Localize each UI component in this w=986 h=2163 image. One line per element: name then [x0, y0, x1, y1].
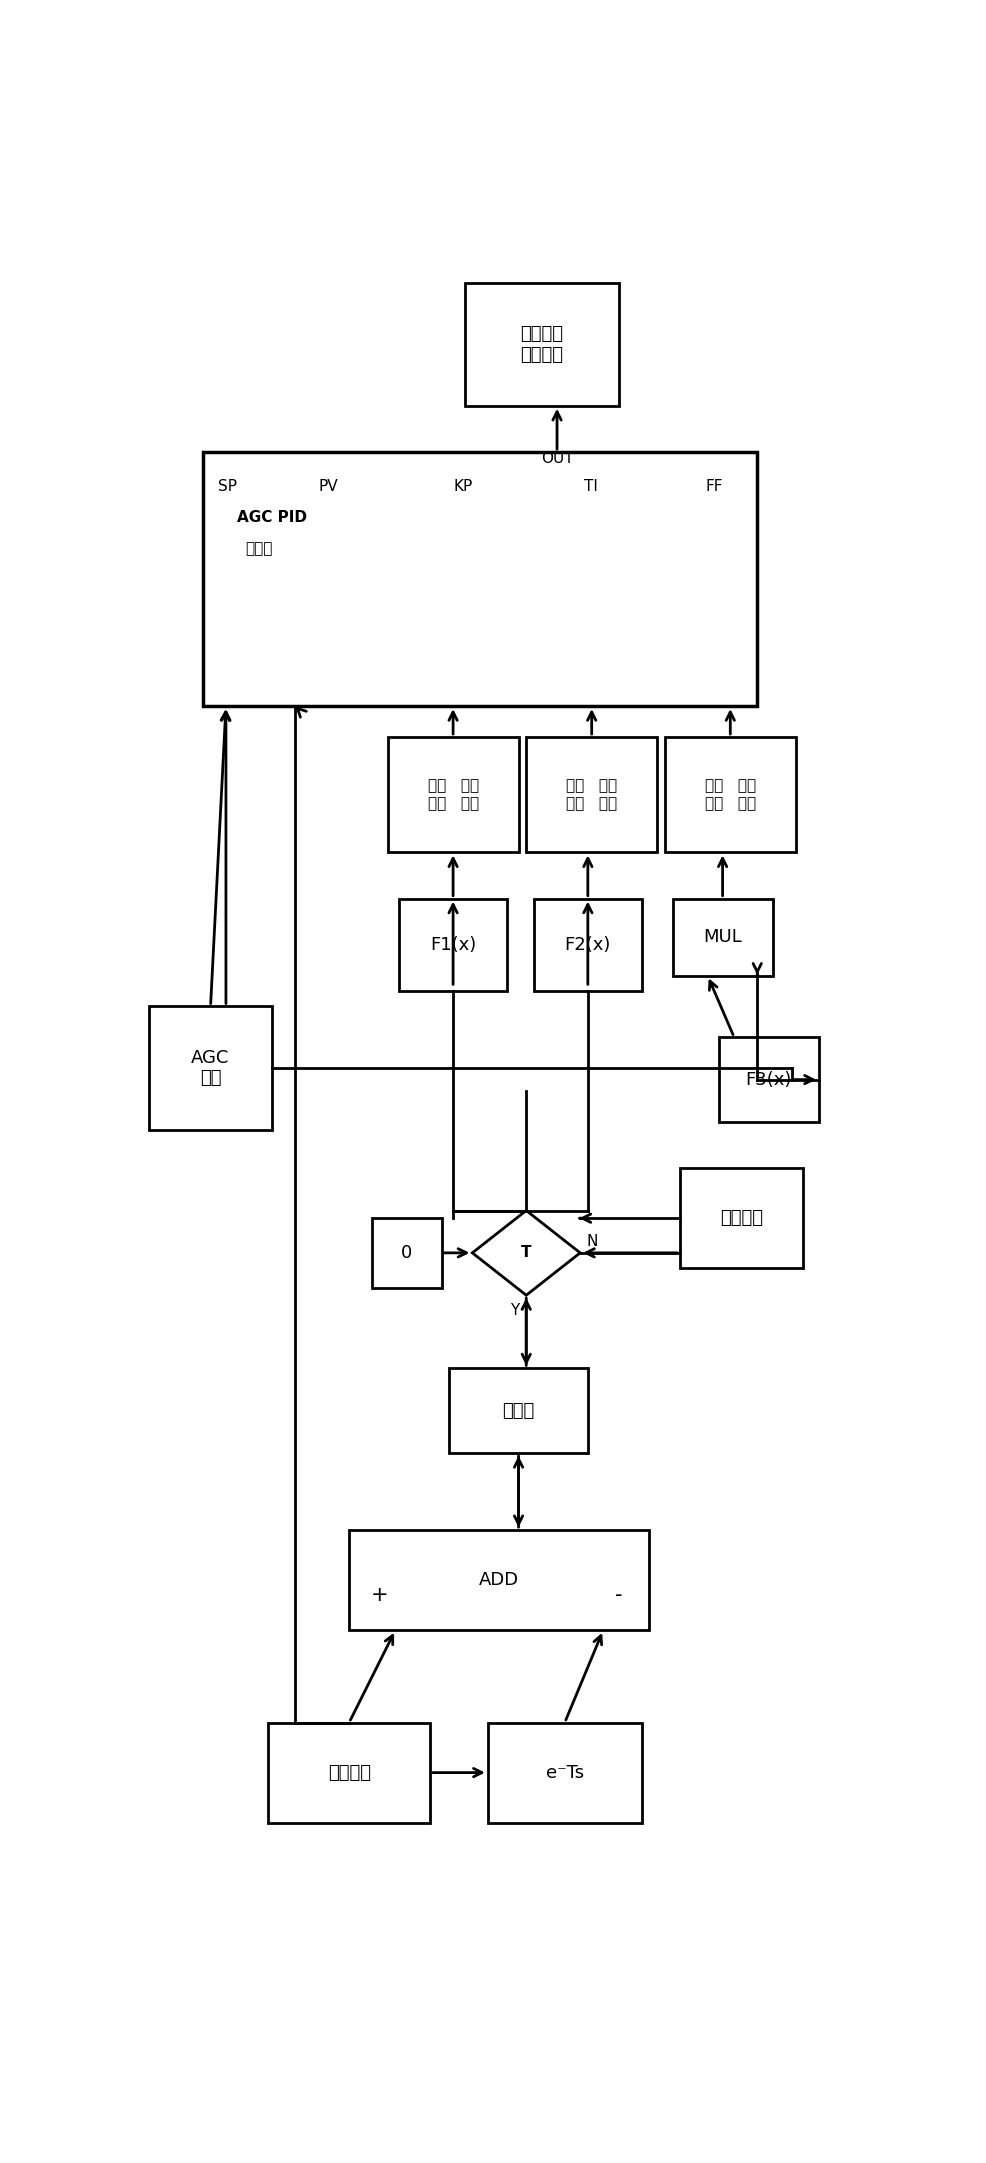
Bar	[349, 1529, 649, 1631]
Text: e⁻Ts: e⁻Ts	[545, 1763, 583, 1782]
Text: F1(x): F1(x)	[430, 937, 475, 954]
Text: +: +	[371, 1585, 388, 1605]
Text: MUL: MUL	[702, 928, 741, 945]
Bar	[387, 738, 518, 852]
Text: 上限   下限
限限   限限: 上限 下限 限限 限限	[704, 779, 755, 811]
Text: 机组负荷
控制指令: 机组负荷 控制指令	[520, 324, 563, 363]
Text: T: T	[521, 1246, 530, 1261]
Bar	[268, 1722, 430, 1823]
Text: 投入开关: 投入开关	[720, 1209, 762, 1226]
Text: 绝对値: 绝对値	[502, 1402, 534, 1419]
Text: FF: FF	[705, 480, 723, 493]
Text: AGC PID: AGC PID	[238, 510, 308, 526]
Text: 控制器: 控制器	[245, 541, 272, 556]
Bar	[526, 738, 657, 852]
Text: F2(x): F2(x)	[564, 937, 610, 954]
Text: OUT: OUT	[540, 450, 573, 465]
Text: 上限   下限
限限   限限: 上限 下限 限限 限限	[427, 779, 478, 811]
Text: PV: PV	[318, 480, 337, 493]
Bar	[372, 1218, 441, 1287]
Text: SP: SP	[218, 480, 237, 493]
Bar	[449, 1369, 588, 1454]
Bar	[487, 1722, 641, 1823]
Bar	[533, 898, 641, 991]
Bar	[718, 1038, 818, 1123]
Bar	[464, 283, 618, 407]
Text: F3(x): F3(x)	[744, 1071, 791, 1088]
Text: ADD: ADD	[479, 1570, 519, 1590]
Text: 上限   下限
限限   限限: 上限 下限 限限 限限	[566, 779, 616, 811]
Text: 0: 0	[401, 1244, 412, 1261]
Bar	[671, 898, 772, 976]
Bar	[679, 1168, 803, 1268]
Text: KP: KP	[453, 480, 472, 493]
Bar	[149, 1006, 272, 1129]
Bar	[398, 898, 507, 991]
Bar	[203, 452, 756, 705]
Text: Y: Y	[510, 1302, 519, 1317]
Text: N: N	[586, 1233, 597, 1248]
Text: -: -	[614, 1585, 622, 1605]
Polygon shape	[472, 1211, 580, 1296]
Text: 当前负荷: 当前负荷	[327, 1763, 371, 1782]
Text: AGC
指令: AGC 指令	[191, 1049, 230, 1088]
Bar	[665, 738, 795, 852]
Text: TI: TI	[584, 480, 598, 493]
